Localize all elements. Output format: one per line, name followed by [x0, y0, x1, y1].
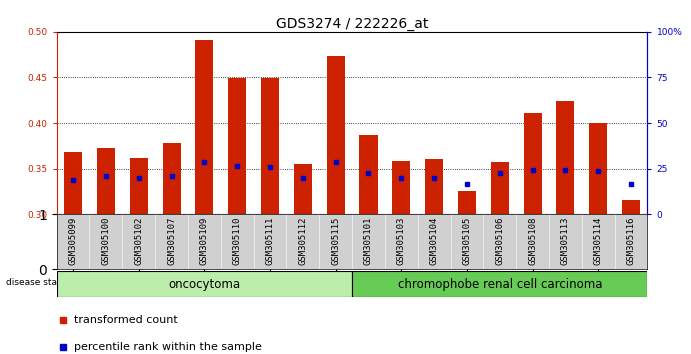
Text: GSM305111: GSM305111 [265, 217, 274, 265]
Text: GSM305104: GSM305104 [430, 217, 439, 265]
Bar [589, 123, 607, 214]
Bar [327, 56, 345, 214]
Bar [524, 113, 542, 214]
Text: percentile rank within the sample: percentile rank within the sample [75, 342, 263, 352]
Text: GSM305114: GSM305114 [594, 217, 603, 265]
Text: GSM305099: GSM305099 [68, 217, 77, 265]
Bar [556, 101, 574, 214]
Text: GSM305101: GSM305101 [364, 217, 373, 265]
Bar [57, 271, 352, 297]
Bar [352, 271, 647, 297]
Bar [97, 148, 115, 214]
Bar [392, 161, 410, 214]
Text: GSM305105: GSM305105 [462, 217, 471, 265]
Text: GSM305108: GSM305108 [528, 217, 537, 265]
Bar [261, 78, 279, 214]
Text: GSM305113: GSM305113 [561, 217, 570, 265]
Text: GSM305116: GSM305116 [627, 217, 636, 265]
Text: GSM305109: GSM305109 [200, 217, 209, 265]
Bar [622, 200, 640, 214]
Bar [196, 40, 214, 214]
Text: GSM305107: GSM305107 [167, 217, 176, 265]
Title: GDS3274 / 222226_at: GDS3274 / 222226_at [276, 17, 428, 31]
Bar [491, 162, 509, 214]
Text: GSM305103: GSM305103 [397, 217, 406, 265]
Text: chromophobe renal cell carcinoma: chromophobe renal cell carcinoma [397, 278, 602, 291]
Bar [130, 158, 148, 214]
Text: GSM305115: GSM305115 [331, 217, 340, 265]
Text: GSM305106: GSM305106 [495, 217, 504, 265]
Text: disease state: disease state [6, 278, 66, 287]
Text: GSM305110: GSM305110 [233, 217, 242, 265]
Text: GSM305112: GSM305112 [299, 217, 307, 265]
Bar [294, 164, 312, 214]
Bar [162, 143, 180, 214]
Bar [458, 192, 476, 214]
Bar [64, 152, 82, 214]
Text: GSM305102: GSM305102 [134, 217, 143, 265]
Bar [359, 135, 377, 214]
Bar [425, 160, 443, 214]
Text: transformed count: transformed count [75, 315, 178, 325]
Bar [228, 78, 246, 214]
Text: oncocytoma: oncocytoma [169, 278, 240, 291]
Text: GSM305100: GSM305100 [102, 217, 111, 265]
